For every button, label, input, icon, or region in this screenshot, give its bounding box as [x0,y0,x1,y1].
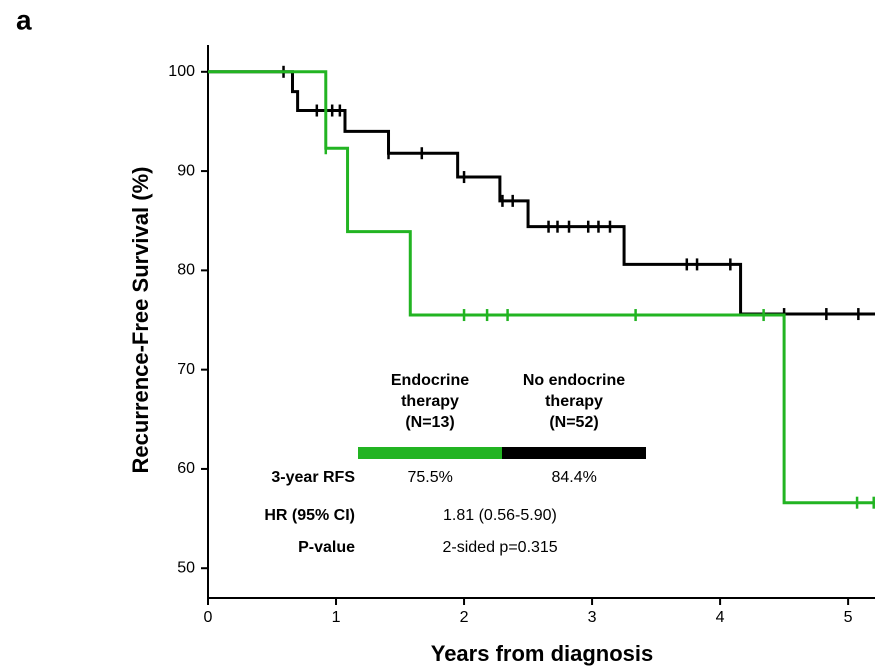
table-value: 1.81 (0.56-5.90) [443,507,557,524]
x-tick-label: 2 [460,609,469,626]
legend-label: Endocrine therapy (N=13) [390,372,470,431]
x-tick-label: 0 [204,609,213,626]
y-tick-label: 90 [177,162,195,179]
legend-swatch [502,447,646,459]
y-tick-label: 70 [177,361,195,378]
y-tick-label: 60 [177,460,195,477]
y-axis-title: Recurrence-Free Survival (%) [128,167,153,474]
y-tick-label: 100 [168,63,195,80]
x-tick-label: 1 [332,609,341,626]
row-label: 3-year RFS [271,469,355,486]
row-label: P-value [298,539,355,556]
y-tick-label: 50 [177,559,195,576]
survival-curve [208,70,875,505]
x-tick-label: 3 [588,609,597,626]
x-axis-title: Years from diagnosis [431,641,654,666]
y-tick-label: 80 [177,262,195,279]
x-tick-label: 5 [844,609,853,626]
x-tick-label: 4 [716,609,725,626]
row-label: HR (95% CI) [264,507,355,524]
table-value: 2-sided p=0.315 [442,539,558,556]
legend-swatch [358,447,502,459]
table-value: 84.4% [551,469,597,486]
panel-label: a [16,4,32,35]
survival-curve [208,70,875,316]
table-value: 75.5% [407,469,453,486]
legend-label: No endocrine therapy (N=52) [522,372,626,431]
